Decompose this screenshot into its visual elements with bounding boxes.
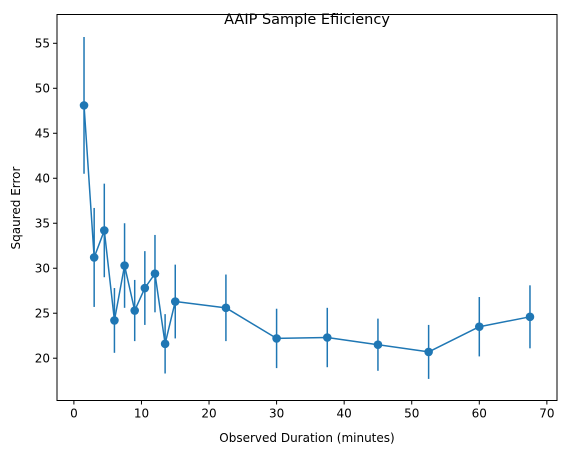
x-tick-label: 70 (539, 407, 554, 421)
data-point (424, 347, 433, 357)
x-tick-label: 50 (404, 407, 419, 421)
x-tick-label: 40 (337, 407, 352, 421)
y-tick-label: 25 (35, 307, 50, 321)
data-point (221, 303, 231, 313)
y-tick-label: 20 (35, 352, 50, 366)
data-point (160, 339, 170, 349)
data-point (525, 312, 535, 322)
y-tick-label: 40 (35, 172, 50, 186)
data-point (140, 283, 150, 293)
plot-layer (79, 36, 535, 379)
data-point (322, 333, 332, 342)
data-point (150, 269, 160, 278)
x-tick-label: 30 (269, 407, 284, 421)
data-point (110, 316, 119, 325)
y-tick-label: 30 (35, 262, 50, 276)
y-tick-label: 50 (35, 82, 50, 96)
plot-frame (56, 14, 558, 401)
x-tick-label: 60 (472, 407, 487, 421)
data-point (120, 261, 129, 270)
data-point (170, 297, 180, 306)
data-point (272, 334, 281, 343)
chart-title: AAIP Sample Efiiciency (224, 12, 390, 28)
x-axis-label: Observed Duration (minutes) (219, 431, 394, 445)
data-point (89, 253, 99, 262)
x-tick-label: 10 (134, 407, 149, 421)
series-line (83, 105, 531, 353)
data-point (99, 226, 109, 235)
data-point (474, 322, 484, 332)
x-axis-ticks: 0 10 20 30 40 50 60 70 (70, 400, 555, 421)
y-tick-label: 45 (35, 127, 50, 141)
y-axis-label: Sqaured Error (9, 166, 23, 249)
y-tick-label: 55 (35, 37, 50, 51)
data-point (79, 101, 89, 110)
x-tick-label: 0 (70, 407, 78, 421)
y-axis-ticks: 20 25 30 35 40 45 50 55 (35, 37, 57, 366)
data-point (373, 340, 383, 350)
data-point (130, 306, 140, 315)
y-tick-label: 35 (35, 217, 50, 231)
x-tick-label: 20 (201, 407, 216, 421)
